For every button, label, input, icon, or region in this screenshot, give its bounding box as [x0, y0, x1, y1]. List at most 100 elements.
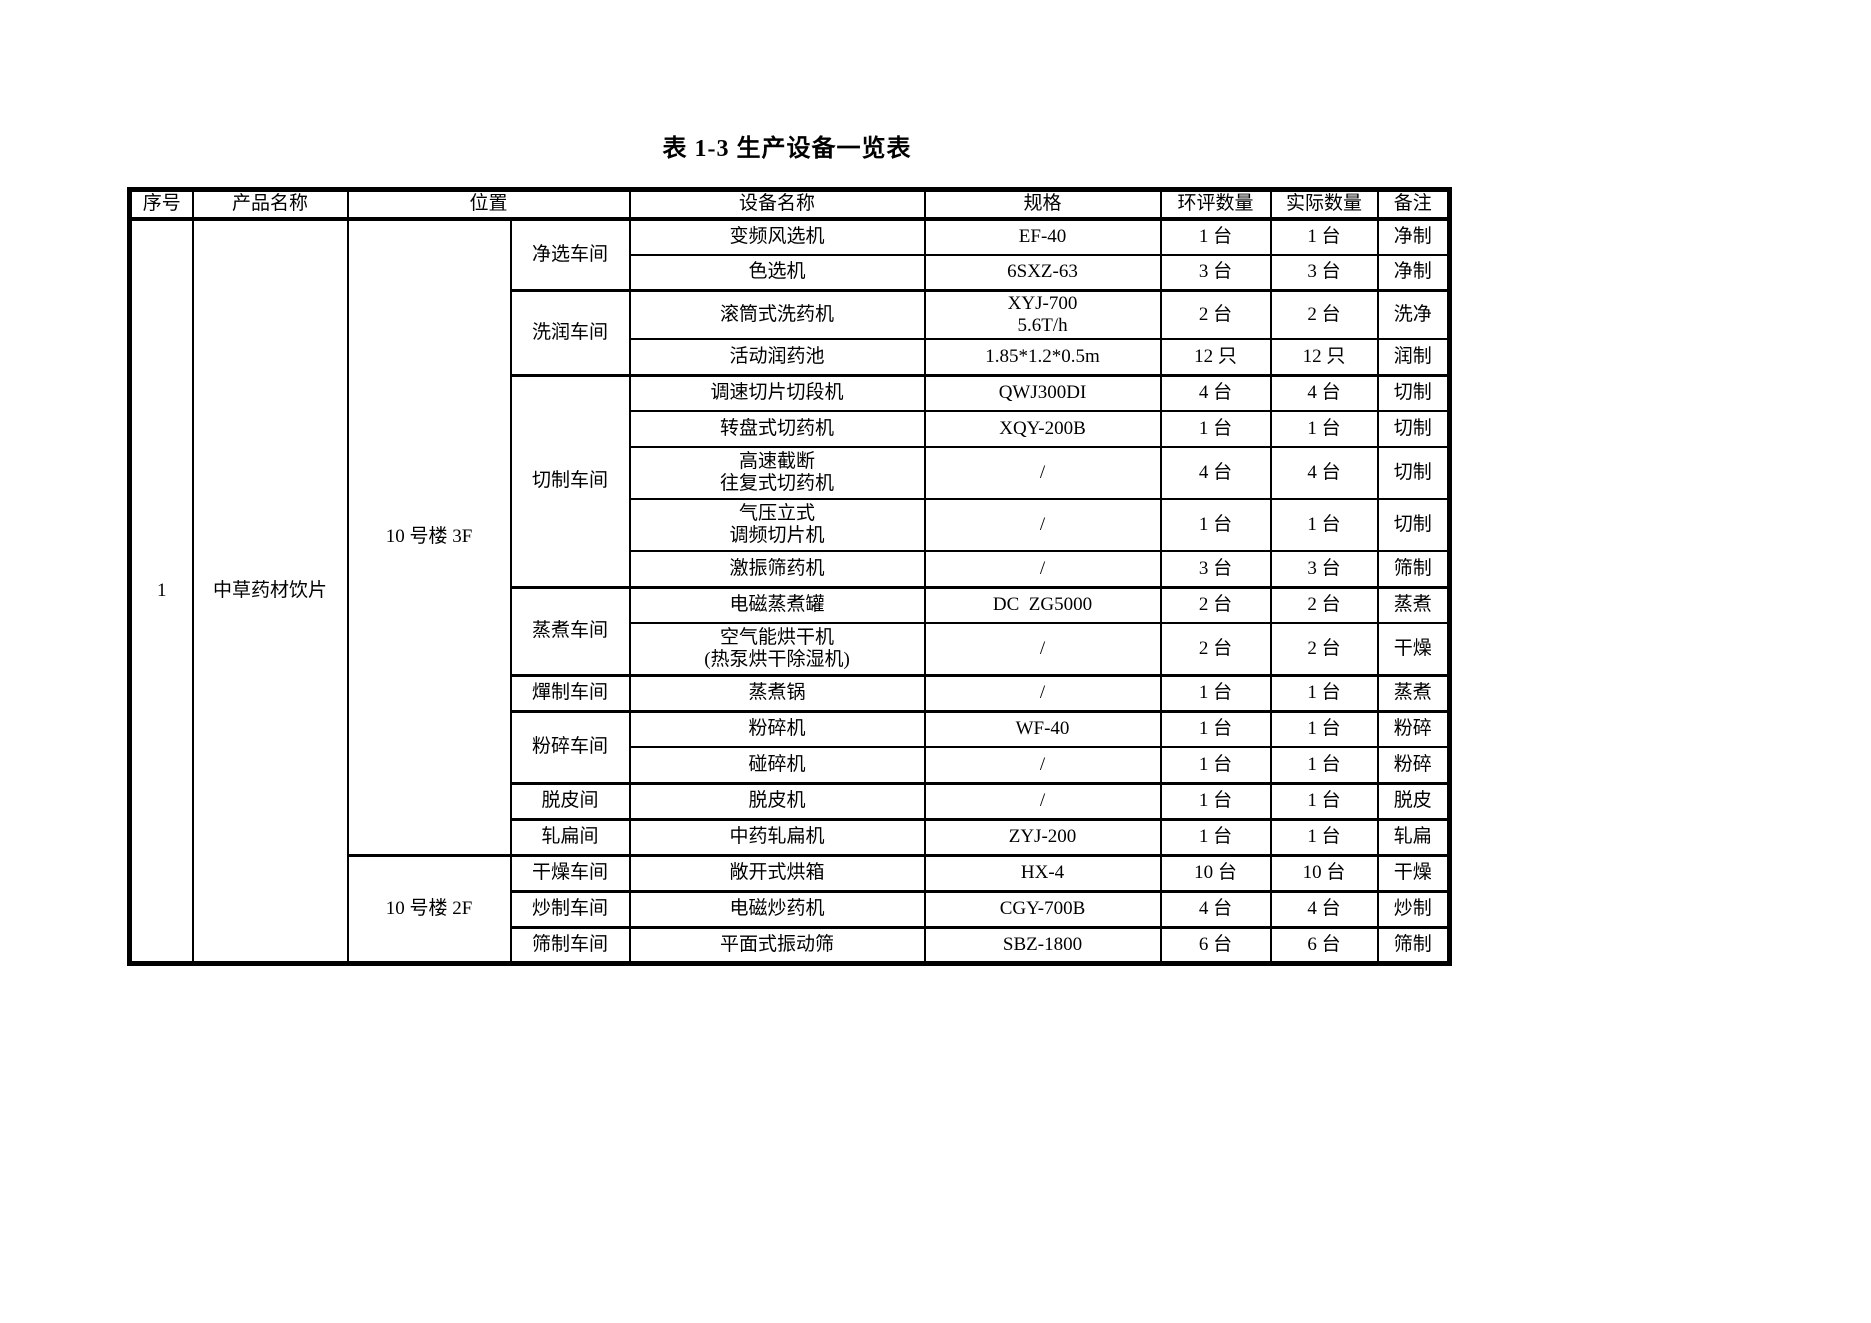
- cell-building: 10 号楼 2F: [346, 853, 512, 964]
- cell-workshop: 燀制车间: [509, 673, 631, 712]
- cell-workshop: 筛制车间: [509, 925, 631, 964]
- header-spec: 规格: [923, 188, 1162, 221]
- cell-eia-qty: 12 只: [1159, 338, 1272, 376]
- cell-remark: 粉碎: [1376, 746, 1451, 784]
- cell-spec: WF-40: [923, 709, 1162, 748]
- header-row: 序号 产品名称 位置 设备名称 规格 环评数量 实际数量 备注: [128, 188, 1451, 221]
- table-row: 筛制车间 平面式振动筛 SBZ-1800 6 台 6 台 筛制: [130, 925, 1451, 964]
- cell-eia-qty: 2 台: [1159, 289, 1272, 340]
- cell-equipment: 电磁蒸煮罐: [628, 585, 926, 624]
- cell-spec: /: [923, 446, 1162, 500]
- cell-spec: EF-40: [923, 217, 1162, 256]
- cell-remark: 轧扁: [1376, 817, 1451, 856]
- table-row: 气压立式 调频切片机 / 1 台 1 台 切制: [130, 498, 1451, 552]
- cell-equipment: 蒸煮锅: [628, 673, 926, 712]
- cell-eia-qty: 1 台: [1159, 498, 1272, 552]
- cell-remark: 切制: [1376, 498, 1451, 552]
- cell-actual-qty: 1 台: [1269, 498, 1379, 552]
- cell-workshop: 粉碎车间: [509, 709, 631, 784]
- table-row: 炒制车间 电磁炒药机 CGY-700B 4 台 4 台 炒制: [130, 889, 1451, 928]
- cell-building: 10 号楼 3F: [346, 217, 512, 856]
- cell-spec: 1.85*1.2*0.5m: [923, 338, 1162, 376]
- cell-remark: 切制: [1376, 373, 1451, 412]
- header-location: 位置: [346, 188, 631, 221]
- cell-spec: /: [923, 673, 1162, 712]
- cell-eia-qty: 1 台: [1159, 410, 1272, 448]
- table-row: 1 中草药材饮片 10 号楼 3F 净选车间 变频风选机 EF-40 1 台 1…: [128, 217, 1451, 964]
- table-row: 切制车间 调速切片切段机 QWJ300DI 4 台 4 台 切制: [130, 373, 1451, 588]
- table-row: 活动润药池 1.85*1.2*0.5m 12 只 12 只 润制: [130, 338, 1451, 376]
- cell-spec: CGY-700B: [923, 889, 1162, 928]
- cell-remark: 筛制: [1376, 550, 1451, 588]
- table-row: 粉碎车间 粉碎机 WF-40 1 台 1 台 粉碎: [130, 709, 1451, 784]
- cell-workshop: 净选车间: [509, 217, 631, 292]
- cell-remark: 净制: [1376, 253, 1451, 292]
- table-row: 激振筛药机 / 3 台 3 台 筛制: [130, 550, 1451, 588]
- cell-actual-qty: 1 台: [1269, 217, 1379, 256]
- header-eia-qty: 环评数量: [1159, 188, 1272, 221]
- table-row: 脱皮间 脱皮机 / 1 台 1 台 脱皮: [130, 781, 1451, 820]
- cell-equipment: 活动润药池: [628, 338, 926, 376]
- cell-equipment: 平面式振动筛: [628, 925, 926, 964]
- cell-eia-qty: 1 台: [1159, 709, 1272, 748]
- table-row: 高速截断 往复式切药机 / 4 台 4 台 切制: [130, 446, 1451, 500]
- cell-actual-qty: 4 台: [1269, 889, 1379, 928]
- cell-eia-qty: 2 台: [1159, 622, 1272, 676]
- cell-eia-qty: 1 台: [1159, 817, 1272, 856]
- cell-equipment: 滚筒式洗药机: [628, 289, 926, 340]
- cell-spec: /: [923, 498, 1162, 552]
- table-row: 蒸煮车间 电磁蒸煮罐 DC ZG5000 2 台 2 台 蒸煮: [130, 585, 1451, 676]
- cell-eia-qty: 4 台: [1159, 373, 1272, 412]
- cell-workshop: 干燥车间: [509, 853, 631, 892]
- cell-equipment: 气压立式 调频切片机: [628, 498, 926, 552]
- table-row: 碰碎机 / 1 台 1 台 粉碎: [130, 746, 1451, 784]
- cell-actual-qty: 4 台: [1269, 446, 1379, 500]
- document-body: 表 1-3 生产设备一览表 序号 产品名称 位置 设备名称 规格 环评数量 实际…: [127, 128, 1453, 966]
- cell-spec: QWJ300DI: [923, 373, 1162, 412]
- cell-workshop: 脱皮间: [509, 781, 631, 820]
- cell-remark: 脱皮: [1376, 781, 1451, 820]
- cell-spec: 6SXZ-63: [923, 253, 1162, 292]
- cell-spec: /: [923, 781, 1162, 820]
- cell-actual-qty: 1 台: [1269, 781, 1379, 820]
- cell-remark: 润制: [1376, 338, 1451, 376]
- cell-product: 中草药材饮片: [191, 217, 349, 964]
- header-equipment: 设备名称: [628, 188, 926, 221]
- cell-remark: 切制: [1376, 446, 1451, 500]
- cell-workshop: 切制车间: [509, 373, 631, 588]
- table-row: 空气能烘干机 (热泵烘干除湿机) / 2 台 2 台 干燥: [130, 622, 1451, 676]
- cell-serial: 1: [128, 217, 194, 964]
- cell-actual-qty: 2 台: [1269, 585, 1379, 624]
- cell-equipment: 中药轧扁机: [628, 817, 926, 856]
- cell-equipment: 脱皮机: [628, 781, 926, 820]
- cell-eia-qty: 4 台: [1159, 889, 1272, 928]
- cell-remark: 干燥: [1376, 853, 1451, 892]
- cell-equipment: 粉碎机: [628, 709, 926, 748]
- table-row: 色选机 6SXZ-63 3 台 3 台 净制: [130, 253, 1451, 292]
- table-row: 10 号楼 2F 干燥车间 敞开式烘箱 HX-4 10 台 10 台 干燥: [130, 853, 1451, 964]
- cell-spec: XYJ-700 5.6T/h: [923, 289, 1162, 340]
- cell-workshop: 蒸煮车间: [509, 585, 631, 676]
- cell-actual-qty: 2 台: [1269, 289, 1379, 340]
- cell-actual-qty: 2 台: [1269, 622, 1379, 676]
- cell-workshop: 轧扁间: [509, 817, 631, 856]
- cell-workshop: 炒制车间: [509, 889, 631, 928]
- cell-eia-qty: 10 台: [1159, 853, 1272, 892]
- header-actual-qty: 实际数量: [1269, 188, 1379, 221]
- cell-spec: XQY-200B: [923, 410, 1162, 448]
- cell-spec: SBZ-1800: [923, 925, 1162, 964]
- cell-equipment: 空气能烘干机 (热泵烘干除湿机): [628, 622, 926, 676]
- header-product: 产品名称: [191, 188, 349, 221]
- cell-actual-qty: 4 台: [1269, 373, 1379, 412]
- cell-actual-qty: 12 只: [1269, 338, 1379, 376]
- cell-remark: 干燥: [1376, 622, 1451, 676]
- cell-eia-qty: 1 台: [1159, 746, 1272, 784]
- cell-actual-qty: 1 台: [1269, 817, 1379, 856]
- cell-remark: 净制: [1376, 217, 1451, 256]
- cell-actual-qty: 10 台: [1269, 853, 1379, 892]
- cell-eia-qty: 3 台: [1159, 253, 1272, 292]
- cell-remark: 炒制: [1376, 889, 1451, 928]
- cell-remark: 切制: [1376, 410, 1451, 448]
- header-remark: 备注: [1376, 188, 1451, 221]
- cell-equipment: 变频风选机: [628, 217, 926, 256]
